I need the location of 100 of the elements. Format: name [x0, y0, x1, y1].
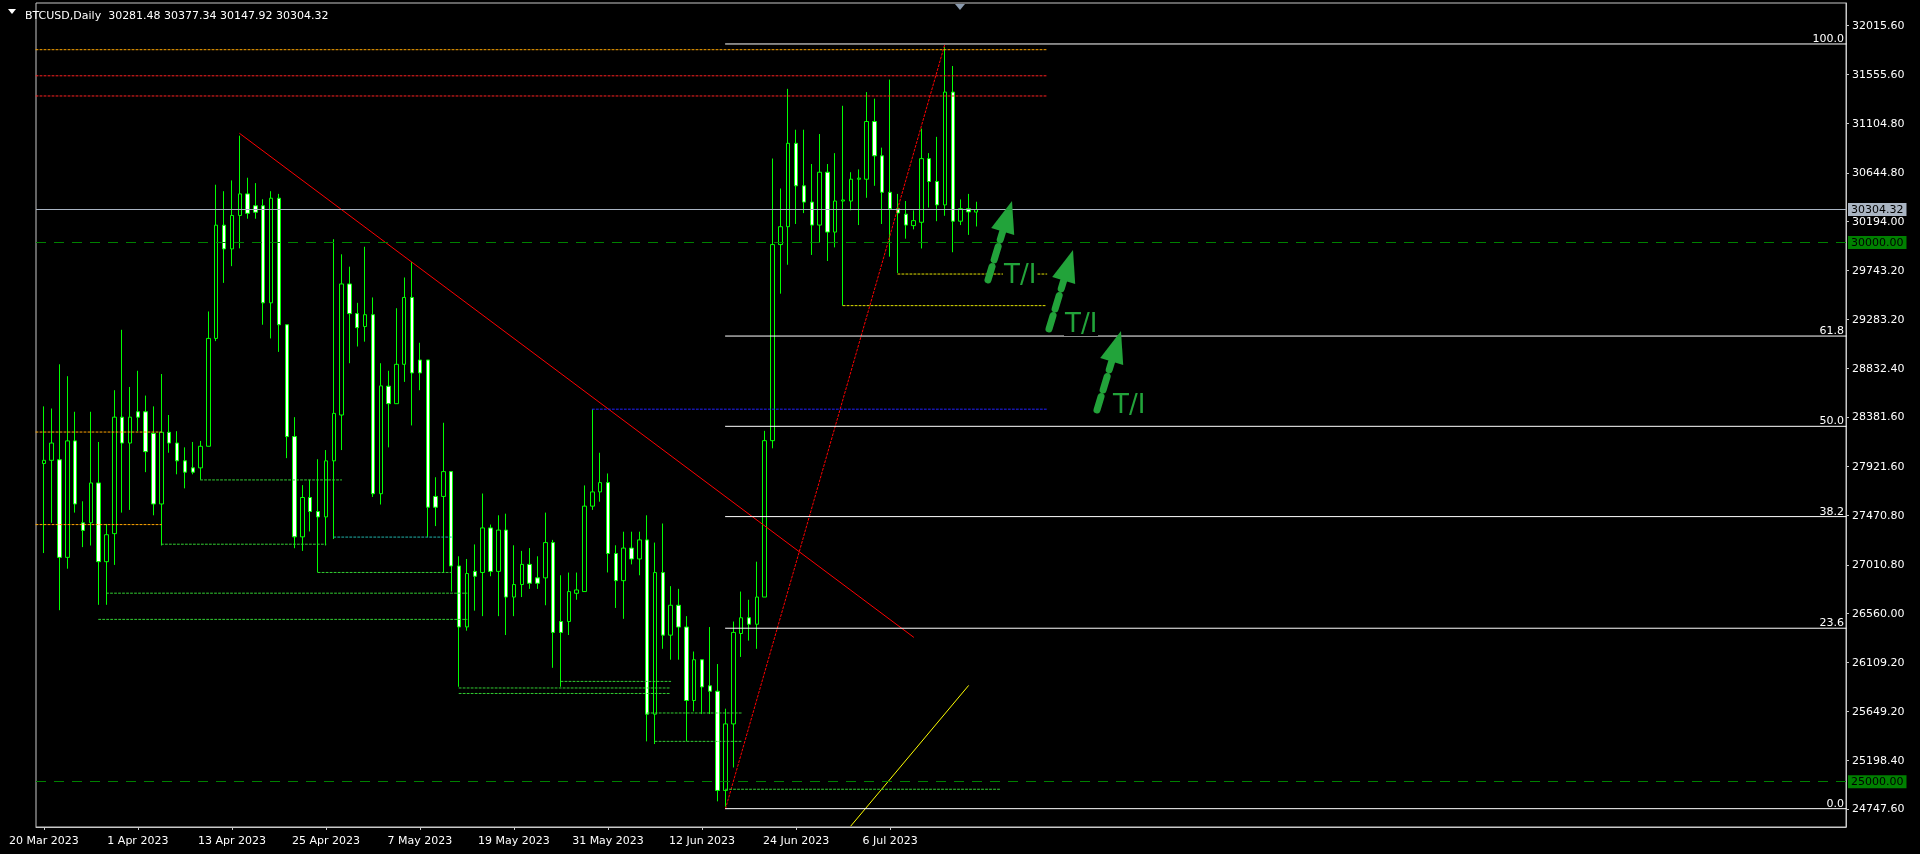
candlestick [42, 405, 46, 554]
candlestick [285, 324, 289, 459]
candlestick [857, 168, 861, 226]
candlestick [480, 493, 485, 617]
y-tick-label: 27470.80 [1852, 508, 1905, 522]
candlestick [770, 158, 775, 449]
candlestick [191, 441, 195, 475]
candlestick [535, 555, 540, 590]
candlestick [833, 152, 837, 248]
candlestick [637, 531, 642, 576]
candlestick [73, 411, 77, 514]
y-tick-label: 30194.00 [1852, 215, 1905, 229]
candlestick [872, 98, 877, 187]
candlestick [112, 389, 117, 566]
candlestick [261, 198, 265, 326]
candlestick [661, 523, 665, 650]
candlestick [520, 550, 524, 598]
candlestick [65, 375, 70, 570]
candlestick [96, 441, 101, 606]
candlestick [222, 190, 226, 284]
x-tick-label: 25 Apr 2023 [291, 834, 360, 847]
candlestick [590, 408, 595, 511]
candlestick [167, 414, 171, 454]
y-tick-label: 26560.00 [1852, 606, 1905, 620]
candlestick [645, 514, 649, 742]
x-tick-label: 13 Apr 2023 [197, 834, 266, 847]
candlestick [778, 188, 783, 295]
y-tick-label: 31555.60 [1852, 68, 1905, 82]
candlestick [567, 572, 571, 636]
candlestick [958, 198, 963, 226]
y-tick-label: 29283.20 [1852, 313, 1905, 327]
candlestick [614, 544, 618, 609]
candlestick [300, 484, 305, 552]
candlestick [418, 342, 422, 391]
ref-line-label: 30304.32 [1851, 203, 1904, 217]
candlestick [880, 147, 884, 225]
candlestick [802, 129, 806, 214]
candlestick [89, 411, 93, 546]
candlestick [731, 621, 736, 768]
candlestick [433, 476, 438, 527]
annotation: T/I [1003, 259, 1038, 289]
candlestick [621, 531, 626, 620]
candlestick [825, 163, 830, 262]
candlestick [574, 572, 579, 601]
x-tick-label: 20 Mar 2023 [8, 834, 79, 847]
candlestick [49, 408, 54, 524]
candlestick [700, 659, 704, 715]
candlestick [238, 135, 242, 249]
x-tick-label: 24 Jun 2023 [762, 834, 830, 847]
candlestick [951, 65, 955, 253]
candlestick [151, 405, 156, 516]
candlestick [332, 238, 336, 540]
y-tick-label: 27010.80 [1852, 558, 1905, 572]
x-tick-label: 31 May 2023 [572, 834, 644, 847]
candlestick [402, 276, 406, 383]
candlestick [81, 500, 85, 548]
candlestick [347, 266, 352, 364]
candlestick [136, 370, 140, 432]
candlestick [143, 395, 148, 473]
series-label: 38.2 [1819, 504, 1844, 518]
candlestick [292, 416, 297, 549]
candlestick [974, 201, 978, 227]
ref-line-label: 30000.00 [1851, 235, 1904, 249]
candlestick [559, 574, 563, 688]
candlestick [629, 531, 634, 565]
candlestick [692, 651, 696, 712]
candlestick [715, 663, 720, 802]
candlestick [159, 373, 164, 546]
candlestick [473, 543, 477, 612]
y-tick-label: 31104.80 [1852, 116, 1905, 130]
candlestick [245, 177, 250, 220]
series-label: 100.0 [1812, 31, 1844, 45]
candlestick [206, 310, 211, 447]
candlestick [457, 555, 461, 688]
candlestick [762, 430, 767, 598]
y-tick-label: 28381.60 [1852, 410, 1905, 424]
candlestick [598, 452, 602, 503]
candlestick [739, 591, 743, 658]
x-tick-label: 1 Apr 2023 [107, 834, 169, 847]
candlestick [606, 472, 610, 573]
series-label: 23.6 [1819, 616, 1844, 630]
candlestick [120, 329, 124, 514]
candlestick [864, 91, 869, 199]
candlestick [810, 163, 814, 256]
candlestick [386, 370, 391, 448]
x-tick-label: 19 May 2023 [478, 834, 550, 847]
y-tick-label: 30644.80 [1852, 166, 1905, 180]
x-tick-label: 12 Jun 2023 [668, 834, 736, 847]
y-tick-label: 27921.60 [1852, 460, 1905, 474]
candlestick [904, 200, 908, 240]
candlestick [355, 302, 359, 348]
candlestick [198, 440, 203, 481]
x-tick-label: 7 May 2023 [387, 834, 453, 847]
candlestick [755, 561, 759, 650]
candlestick [394, 307, 399, 405]
candlestick [841, 105, 845, 307]
candlestick [794, 129, 798, 225]
candlestick [786, 88, 790, 266]
y-tick-label: 25649.20 [1852, 705, 1905, 719]
candlestick [888, 79, 892, 258]
